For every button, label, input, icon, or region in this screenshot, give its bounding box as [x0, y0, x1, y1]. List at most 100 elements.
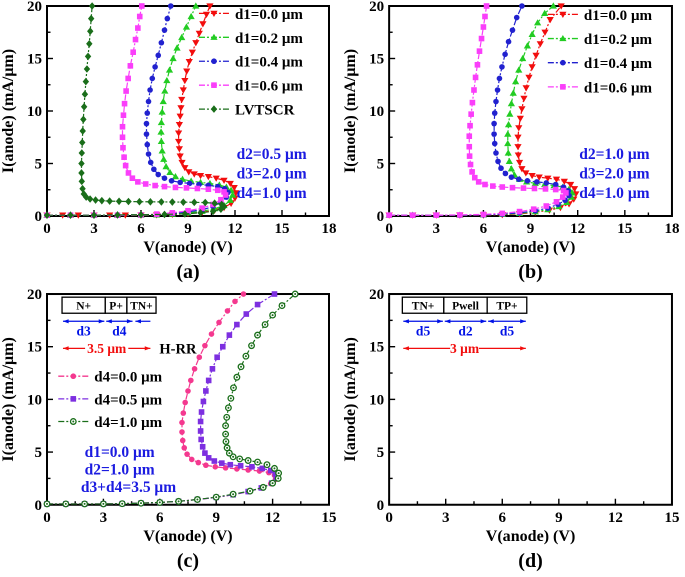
- marker-circle: [145, 151, 152, 157]
- x-axis-label: V(anode) (V): [486, 528, 576, 545]
- annotation-text: d4=1.0 μm: [237, 185, 307, 202]
- annotation-text: d3+d4=3.5 μm: [81, 479, 176, 496]
- subplot-b-canvas: 0 3 6 9 12 15 18 0 5 10 15 20 V(anode) (V) I(anode) (…: [342, 0, 685, 288]
- marker-circle: [494, 87, 501, 93]
- marker-triangle-down: [177, 105, 185, 112]
- marker-circle: [143, 131, 150, 137]
- y-tick-label: 10: [27, 392, 42, 408]
- marker-square: [197, 418, 204, 425]
- marker-circle: [179, 419, 185, 426]
- marker-triangle-up: [158, 147, 166, 154]
- marker-square: [202, 450, 208, 456]
- marker-diamond: [79, 127, 86, 135]
- annotation-text: d2=0.5 μm: [237, 146, 307, 163]
- inset-box-label: Pwell: [452, 301, 479, 313]
- marker-circle: [203, 462, 209, 469]
- marker-circle: [144, 141, 151, 148]
- marker-circle: [534, 179, 540, 185]
- marker-diamond: [161, 210, 168, 219]
- marker-dot: [72, 420, 75, 423]
- arrowhead: [135, 319, 141, 324]
- marker-square: [466, 153, 473, 159]
- marker-triangle-up: [210, 33, 218, 40]
- marker-dot: [277, 472, 280, 475]
- marker-square: [211, 82, 217, 88]
- x-tick-label: 12: [228, 221, 243, 237]
- marker-circle: [496, 75, 503, 82]
- legend-label: d1=0.2 μm: [584, 32, 653, 48]
- x-tick-label: 9: [555, 510, 563, 526]
- marker-square: [480, 211, 487, 218]
- marker-triangle-up: [541, 9, 549, 16]
- marker-square: [130, 49, 136, 55]
- subplot-label: (c): [177, 550, 199, 572]
- marker-dot: [232, 493, 235, 496]
- marker-square: [122, 162, 129, 169]
- marker-square: [482, 181, 488, 188]
- marker-square: [237, 462, 244, 469]
- marker-square: [468, 111, 474, 117]
- marker-square: [194, 185, 201, 192]
- y-axis-label: I(anode) (mA/μm): [342, 337, 359, 462]
- marker-circle: [212, 464, 219, 470]
- x-tick-label: 15: [275, 221, 290, 237]
- marker-circle: [186, 180, 193, 187]
- marker-dot: [273, 467, 276, 470]
- marker-square: [476, 48, 483, 54]
- marker-triangle-up: [171, 173, 180, 180]
- marker-triangle-up: [509, 89, 517, 96]
- marker-square: [161, 183, 168, 190]
- marker-circle: [188, 377, 194, 384]
- marker-square: [226, 332, 233, 338]
- y-tick-label: 15: [27, 52, 42, 68]
- x-tick-label: 3: [433, 221, 441, 237]
- marker-circle: [491, 140, 498, 147]
- y-tick-label: 20: [369, 288, 384, 303]
- inset-box-label: TN+: [130, 301, 152, 313]
- y-tick-label: 15: [369, 52, 384, 68]
- marker-triangle-down: [196, 172, 205, 180]
- marker-circle: [180, 410, 187, 416]
- marker-circle: [147, 159, 154, 166]
- marker-square: [121, 100, 128, 107]
- arrowhead: [98, 319, 105, 324]
- marker-square: [490, 183, 496, 189]
- legend-label: d4=1.0 μm: [94, 415, 162, 431]
- marker-square: [227, 461, 234, 468]
- marker-diamond: [125, 197, 132, 206]
- marker-square: [475, 179, 482, 185]
- marker-diamond: [98, 196, 106, 205]
- marker-circle: [179, 429, 185, 435]
- y-axis-label: I(anode) (mA/μm): [0, 337, 17, 462]
- marker-square: [516, 208, 523, 215]
- subplot-c-canvas: 0 3 6 9 12 15 0 5 10 15 20 V(anode) (V) I(anode) (mA…: [0, 288, 342, 577]
- legend-label: LVTSCR: [235, 103, 295, 119]
- inset-dim-label: d5: [416, 323, 431, 338]
- subplot-c: 0 3 6 9 12 15 0 5 10 15 20 V(anode) (V) I(anode) (mA…: [0, 288, 342, 577]
- marker-square: [205, 186, 212, 193]
- marker-circle: [144, 110, 151, 116]
- marker-diamond: [84, 52, 92, 61]
- x-tick-label: 18: [322, 221, 337, 237]
- subplot-d-canvas: 0 3 6 9 12 15 0 5 10 15 20 V(anode) (V) I(anode) (mA…: [342, 288, 685, 577]
- series-line: [47, 5, 229, 216]
- marker-triangle-down: [190, 171, 198, 178]
- y-tick-label: 20: [27, 288, 42, 303]
- marker-circle: [216, 319, 222, 326]
- marker-square: [203, 388, 209, 394]
- marker-square: [120, 112, 127, 118]
- marker-diamond: [81, 90, 89, 98]
- marker-triangle-up: [504, 130, 512, 137]
- marker-triangle-up: [162, 163, 170, 170]
- marker-circle: [145, 98, 152, 105]
- legend-label: d1=0.0 μm: [235, 7, 303, 23]
- marker-diamond: [88, 2, 96, 10]
- marker-diamond: [87, 14, 95, 23]
- marker-diamond: [78, 149, 85, 157]
- y-tick-label: 15: [369, 340, 384, 356]
- x-tick-label: 15: [664, 510, 679, 526]
- marker-square: [70, 396, 77, 402]
- marker-dot: [228, 452, 231, 455]
- marker-dot: [227, 406, 230, 409]
- marker-diamond: [78, 177, 85, 186]
